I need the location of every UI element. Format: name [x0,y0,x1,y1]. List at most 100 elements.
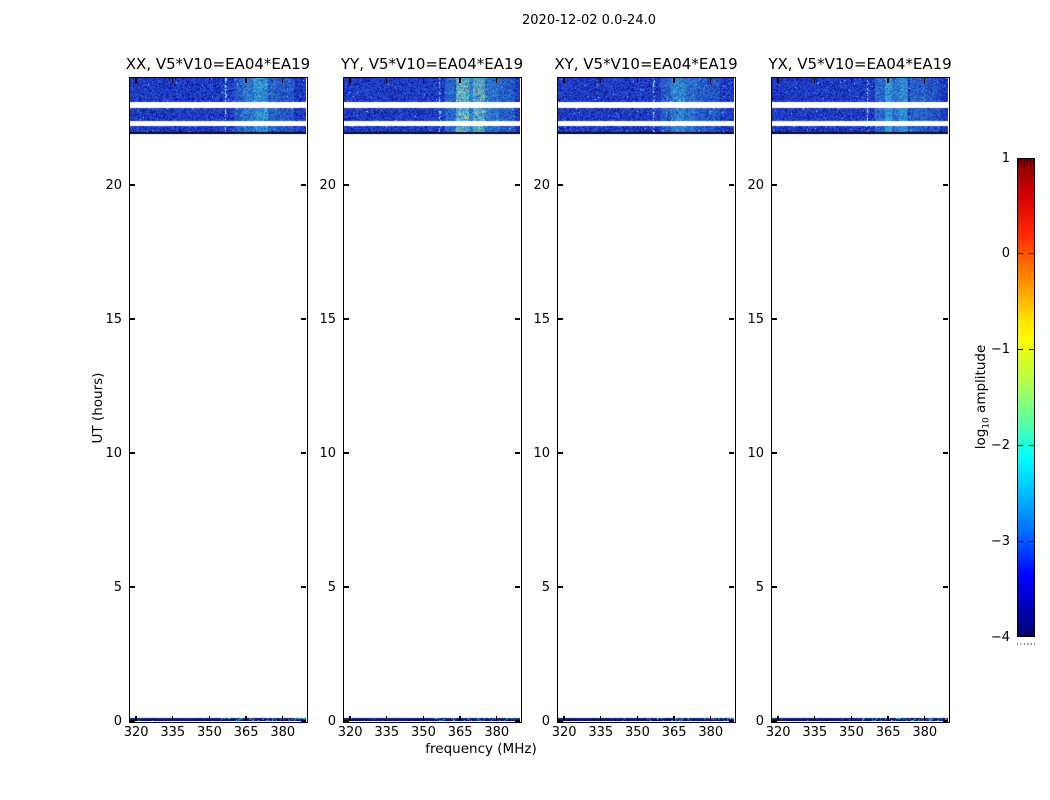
y-tick-mark-right [943,318,948,319]
x-tick-mark-bottom [673,716,674,721]
spectrogram-canvas-xx [130,78,306,721]
spectrogram-canvas-yx [772,78,948,721]
x-tick-label: 350 [411,724,436,741]
x-tick-label: 320 [766,724,791,741]
x-tick-mark-top [209,78,210,83]
y-tick-mark-right [943,586,948,587]
x-tick-mark-bottom [777,716,778,721]
x-tick-mark-top [245,78,246,83]
x-tick-label: 335 [160,724,185,741]
y-tick-label: 5 [286,579,336,596]
y-tick-label: 0 [500,713,550,730]
x-tick-label: 365 [234,724,259,741]
x-tick-mark-top [924,78,925,83]
x-tick-mark-top [851,78,852,83]
y-tick-label: 15 [286,311,336,328]
x-tick-mark-top [600,78,601,83]
y-tick-mark-left [558,720,563,721]
x-tick-mark-top [282,78,283,83]
y-tick-mark-left [130,318,135,319]
y-tick-mark-left [772,452,777,453]
x-tick-mark-bottom [496,716,497,721]
x-tick-mark-top [386,78,387,83]
x-tick-label: 350 [197,724,222,741]
y-tick-mark-left [344,184,349,185]
x-tick-mark-bottom [282,716,283,721]
y-tick-label: 15 [714,311,764,328]
x-tick-mark-top [563,78,564,83]
colorbar-tick-label: −4 [960,629,1010,646]
panel-title-yx: YX, V5*V10=EA04*EA19 [768,55,951,73]
x-tick-label: 320 [552,724,577,741]
y-tick-label: 0 [286,713,336,730]
x-tick-mark-bottom [423,716,424,721]
y-tick-label: 5 [72,579,122,596]
colorbar-tick-mark-left [1017,253,1023,254]
y-tick-mark-left [772,586,777,587]
y-tick-label: 20 [500,177,550,194]
colorbar-tick-mark-right [1029,349,1035,350]
x-tick-mark-bottom [851,716,852,721]
y-tick-mark-left [772,318,777,319]
colorbar-end-dashes [1017,643,1035,645]
x-tick-label: 335 [588,724,613,741]
x-tick-label: 320 [124,724,149,741]
x-tick-mark-bottom [172,716,173,721]
y-tick-mark-left [130,586,135,587]
x-tick-label: 335 [802,724,827,741]
y-tick-label: 15 [500,311,550,328]
y-tick-label: 20 [286,177,336,194]
x-tick-mark-bottom [459,716,460,721]
panel-title-yy: YY, V5*V10=EA04*EA19 [341,55,523,73]
x-tick-mark-bottom [924,716,925,721]
y-tick-label: 20 [72,177,122,194]
y-tick-label: 10 [500,445,550,462]
x-tick-mark-top [673,78,674,83]
colorbar-tick-mark-right [1029,253,1035,254]
y-tick-mark-left [344,586,349,587]
panel-title-xx: XX, V5*V10=EA04*EA19 [126,55,310,73]
y-tick-mark-left [772,184,777,185]
y-tick-mark-left [130,720,135,721]
x-tick-label: 335 [374,724,399,741]
x-tick-mark-top [777,78,778,83]
y-tick-label: 10 [286,445,336,462]
x-tick-mark-top [637,78,638,83]
x-tick-mark-top [710,78,711,83]
x-tick-mark-top [423,78,424,83]
y-tick-label: 0 [72,713,122,730]
y-tick-mark-left [558,318,563,319]
y-tick-mark-right [943,184,948,185]
x-tick-mark-bottom [209,716,210,721]
colorbar-label-main: log [973,429,989,450]
x-tick-mark-bottom [710,716,711,721]
spectrogram-canvas-yy [344,78,520,721]
y-tick-label: 10 [72,445,122,462]
x-tick-mark-bottom [563,716,564,721]
x-tick-mark-bottom [135,716,136,721]
y-tick-mark-left [558,586,563,587]
figure: 2020-12-02 0.0-24.0 XX, V5*V10=EA04*EA19… [0,0,1050,800]
y-tick-label: 15 [72,311,122,328]
spectrogram-canvas-xy [558,78,734,721]
x-tick-label: 350 [625,724,650,741]
x-tick-label: 320 [338,724,363,741]
x-tick-mark-top [496,78,497,83]
colorbar-tick-mark-left [1017,541,1023,542]
colorbar-tick-label: 0 [960,245,1010,262]
colorbar-gradient [1017,158,1035,637]
colorbar-tick-mark-left [1017,445,1023,446]
x-tick-mark-top [459,78,460,83]
y-tick-mark-right [943,452,948,453]
y-tick-mark-left [344,318,349,319]
y-tick-mark-left [344,720,349,721]
x-tick-mark-top [814,78,815,83]
x-tick-mark-bottom [600,716,601,721]
y-tick-mark-left [130,452,135,453]
figure-title: 2020-12-02 0.0-24.0 [522,13,656,28]
colorbar-tick-mark-right [1029,445,1035,446]
x-tick-mark-bottom [245,716,246,721]
x-tick-label: 365 [876,724,901,741]
y-tick-mark-left [344,452,349,453]
colorbar-label-rest: amplitude [973,345,989,418]
